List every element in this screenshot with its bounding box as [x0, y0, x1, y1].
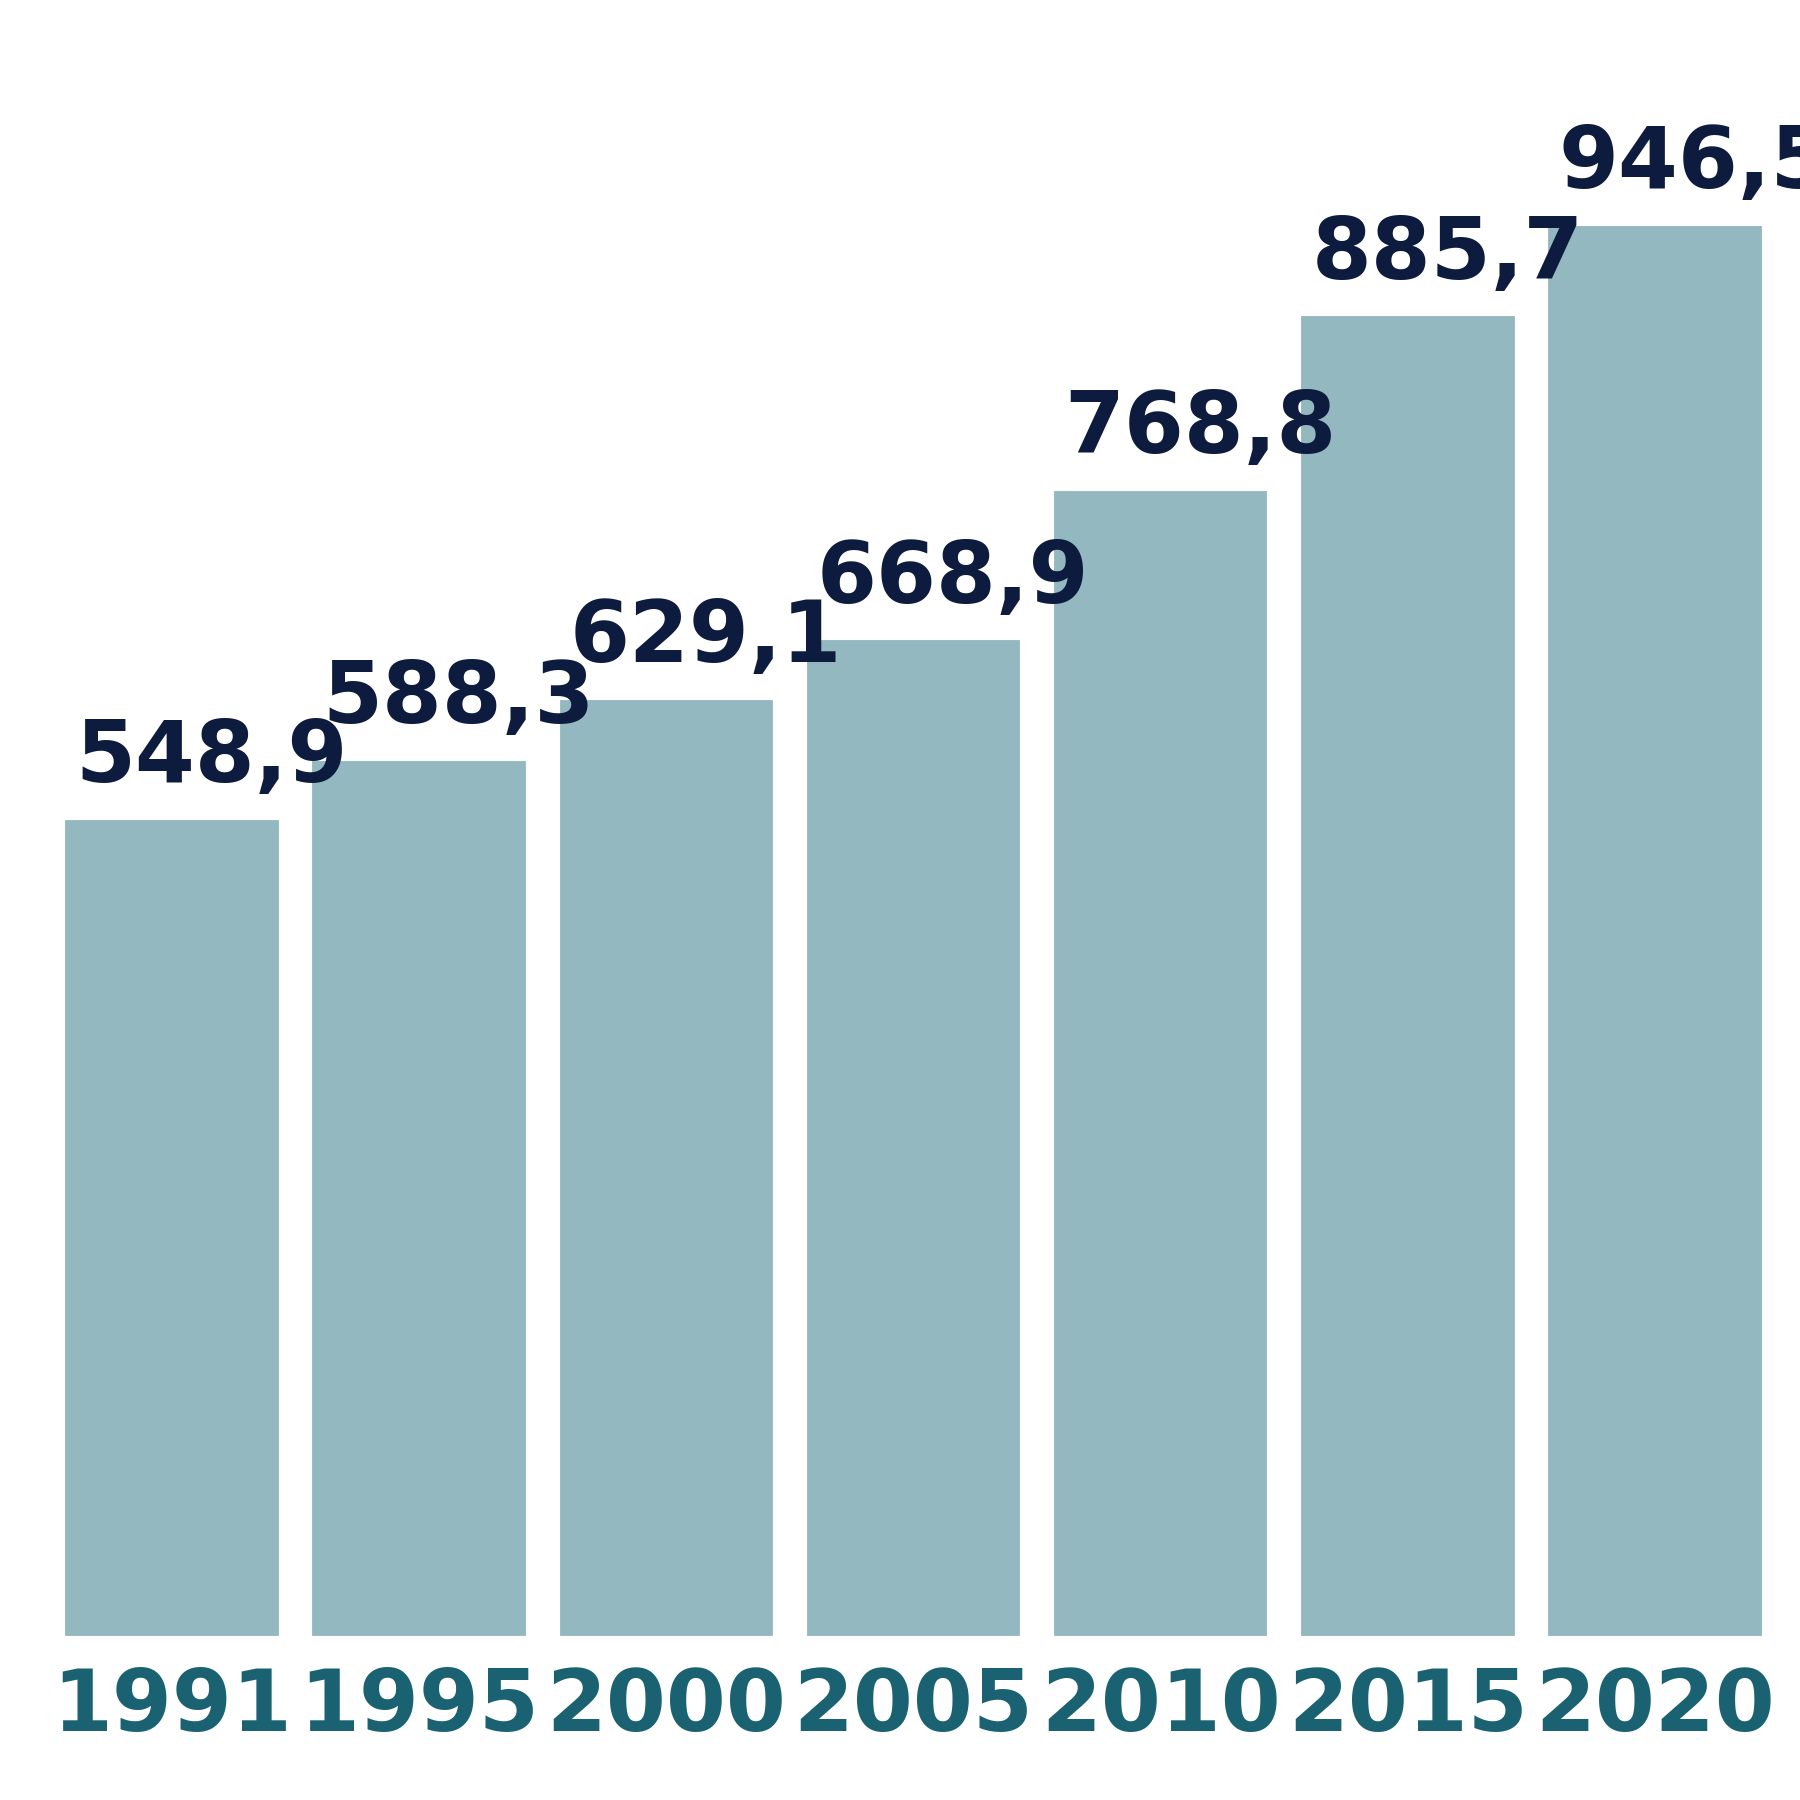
- Text: 946,5: 946,5: [1559, 122, 1800, 205]
- Bar: [63, 817, 281, 1638]
- Text: 668,9: 668,9: [817, 538, 1089, 621]
- Bar: [805, 639, 1022, 1638]
- Bar: [1300, 315, 1517, 1638]
- Text: 885,7: 885,7: [1312, 214, 1584, 297]
- Bar: [558, 698, 776, 1638]
- Text: 629,1: 629,1: [571, 598, 842, 680]
- Bar: [1051, 490, 1269, 1638]
- Text: 548,9: 548,9: [76, 716, 347, 799]
- Bar: [310, 760, 527, 1638]
- Text: 588,3: 588,3: [322, 659, 596, 742]
- Text: 768,8: 768,8: [1064, 389, 1337, 472]
- Bar: [1546, 223, 1764, 1638]
